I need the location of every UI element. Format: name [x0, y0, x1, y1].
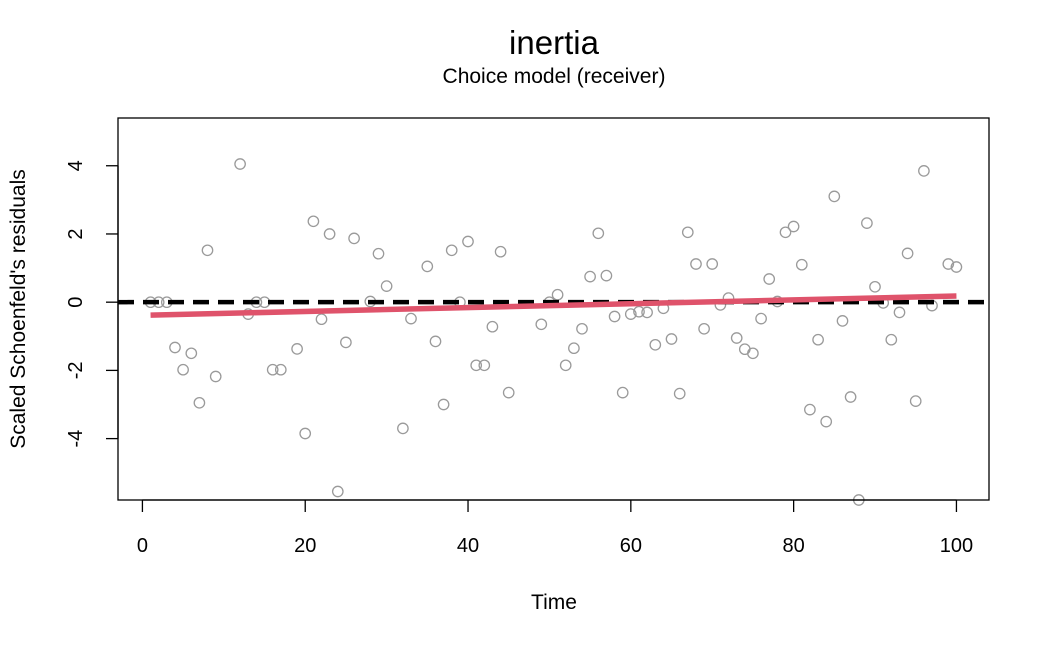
residual-point: [763, 273, 776, 285]
residual-point: [405, 312, 417, 325]
residual-point: [502, 386, 515, 399]
residual-point: [820, 415, 833, 428]
residual-point: [299, 427, 312, 440]
residual-point: [885, 333, 898, 346]
residual-point: [348, 232, 360, 245]
y-tick-label: -2: [65, 362, 87, 380]
residual-point: [462, 235, 474, 248]
residual-point: [551, 288, 564, 301]
residual-point: [291, 343, 303, 355]
residual-point: [608, 310, 621, 323]
residual-point: [844, 391, 857, 403]
residual-point: [836, 315, 849, 327]
residual-point: [633, 305, 645, 318]
residual-point: [315, 313, 328, 326]
residual-point: [942, 258, 955, 270]
residual-point: [787, 220, 800, 233]
x-tick-label: 40: [457, 535, 479, 557]
trend-line: [150, 293, 957, 318]
x-tick-label: 100: [940, 535, 973, 557]
trend-line-layer: [150, 293, 957, 318]
residual-point: [861, 217, 873, 229]
y-axis: -4 -2 0 2 4: [65, 160, 119, 448]
residual-point: [340, 336, 352, 349]
residual-point: [747, 347, 759, 360]
residual-point: [445, 244, 458, 257]
residual-point: [535, 318, 548, 331]
residual-point: [478, 359, 491, 372]
residual-point: [266, 363, 279, 376]
residual-point: [331, 485, 344, 498]
residual-point: [307, 215, 320, 228]
residual-point: [429, 335, 442, 348]
residual-point: [698, 322, 710, 335]
residual-point: [804, 403, 816, 416]
y-tick-label: 4: [65, 160, 87, 171]
residual-point: [730, 332, 743, 344]
residual-point: [568, 342, 580, 355]
residual-point: [169, 341, 181, 354]
residual-point: [437, 398, 450, 411]
residual-point: [649, 338, 662, 351]
y-tick-label: 0: [65, 297, 87, 308]
residual-point: [665, 333, 678, 345]
residual-point: [690, 258, 702, 270]
residual-point: [779, 226, 792, 239]
residual-point: [397, 422, 409, 435]
residual-point: [795, 258, 808, 271]
residual-point: [893, 306, 906, 319]
residual-point: [274, 363, 287, 376]
residual-point: [209, 370, 222, 383]
residual-point: [177, 363, 189, 376]
residual-point: [641, 306, 653, 319]
y-axis-title: Scaled Schoenfeld's residuals: [7, 169, 30, 449]
residual-point: [616, 386, 629, 399]
residual-point: [706, 258, 719, 270]
residual-point: [486, 320, 499, 333]
residual-point: [901, 247, 914, 260]
y-tick-label: -4: [65, 430, 87, 448]
residual-point: [584, 270, 596, 283]
residual-points: [144, 158, 963, 506]
residual-point: [470, 359, 483, 372]
residual-point: [193, 396, 206, 409]
residual-point: [592, 227, 605, 240]
x-tick-label: 80: [783, 535, 805, 557]
residual-point: [559, 359, 572, 372]
x-tick-label: 0: [137, 535, 148, 557]
residual-point: [755, 312, 767, 325]
residual-point: [738, 343, 751, 356]
chart-title: inertia: [509, 24, 600, 61]
y-tick-label: 2: [65, 228, 87, 239]
residual-point: [624, 308, 637, 320]
residual-point: [372, 247, 385, 260]
residual-point: [828, 190, 841, 203]
residual-point: [681, 226, 694, 239]
residual-point: [421, 260, 434, 273]
residual-point: [576, 322, 588, 335]
residual-point: [869, 280, 881, 293]
x-tick-label: 20: [294, 535, 316, 557]
residual-point: [909, 395, 922, 407]
x-tick-label: 60: [620, 535, 642, 557]
residual-point: [234, 158, 246, 170]
x-axis-title: Time: [531, 591, 577, 614]
x-axis: 0 20 40 60 80 100: [137, 499, 973, 557]
residual-point: [380, 280, 393, 292]
residual-point: [494, 245, 507, 258]
residual-point: [201, 244, 214, 257]
residual-point: [600, 269, 613, 282]
residual-point: [185, 347, 198, 360]
residual-point: [812, 333, 824, 346]
residual-point: [950, 261, 963, 273]
residual-point: [323, 228, 336, 240]
chart-subtitle: Choice model (receiver): [443, 65, 666, 88]
residual-point: [918, 165, 930, 177]
residual-point: [673, 387, 686, 400]
